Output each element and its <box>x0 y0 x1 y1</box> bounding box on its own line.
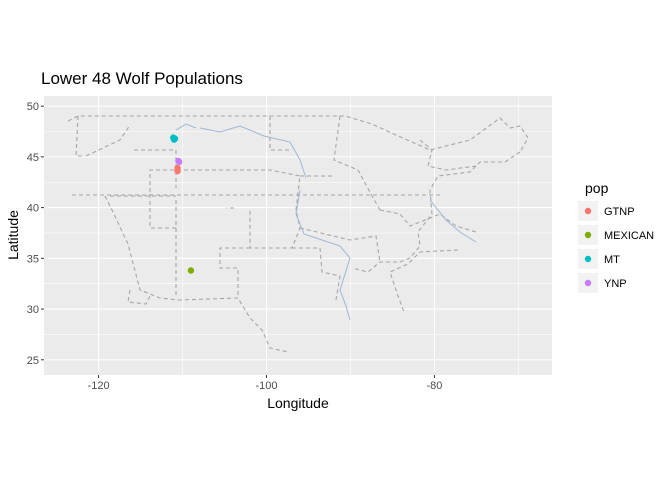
state-boundary <box>110 195 177 296</box>
state-boundary <box>299 227 381 263</box>
y-tick-label: 25 <box>27 355 39 367</box>
state-boundary <box>75 115 131 157</box>
legend-key-mexican <box>584 231 592 239</box>
legend-label-ynp: YNP <box>604 278 627 290</box>
state-boundary <box>333 115 381 211</box>
river <box>175 123 197 131</box>
legend-key-ynp <box>584 279 592 287</box>
y-tick-label: 45 <box>27 152 39 164</box>
legend-key-gtnp <box>584 207 592 215</box>
state-boundary <box>149 169 301 249</box>
y-tick-label: 40 <box>27 203 39 215</box>
y-tick-label: 50 <box>27 101 39 113</box>
state-boundary <box>67 115 529 153</box>
data-point-mexican <box>187 267 195 274</box>
x-tick-label: -100 <box>255 380 277 392</box>
legend-key-mt <box>584 255 592 263</box>
state-boundary <box>177 297 289 353</box>
y-tick-label: 30 <box>27 304 39 316</box>
legend: GTNP MEXICAN MT YNP <box>578 201 654 293</box>
state-boundary <box>149 192 177 229</box>
river <box>429 199 477 243</box>
y-tick-label: 35 <box>27 253 39 265</box>
state-boundary <box>419 139 477 171</box>
state-boundary <box>134 149 177 188</box>
data-points <box>170 134 195 274</box>
state-boundary <box>351 151 521 273</box>
state-boundary <box>226 175 334 209</box>
x-axis-title: Longitude <box>267 395 329 411</box>
y-axis-title: Latitude <box>5 210 21 260</box>
axis-ticks: 25 30 35 40 45 50 -120 -100 -80 <box>27 101 443 392</box>
x-tick-label: -120 <box>88 380 110 392</box>
plot-panel <box>44 96 552 375</box>
state-boundary <box>292 247 341 301</box>
grid-layer <box>44 96 552 375</box>
data-point-mt <box>170 136 178 143</box>
state-boundary <box>389 249 459 313</box>
legend-label-gtnp: GTNP <box>604 206 635 218</box>
river <box>199 125 307 179</box>
state-boundary <box>127 289 151 305</box>
legend-label-mexican: MEXICAN <box>604 230 654 242</box>
us-state-map <box>67 115 529 353</box>
data-point-ynp <box>175 158 183 166</box>
river <box>295 189 351 321</box>
data-point-gtnp <box>174 167 181 175</box>
x-tick-label: -80 <box>426 380 442 392</box>
state-boundary <box>379 209 477 233</box>
state-boundary <box>219 247 250 298</box>
chart-title: Lower 48 Wolf Populations <box>41 69 243 88</box>
legend-title: pop <box>585 180 609 196</box>
legend-label-mt: MT <box>604 254 620 266</box>
